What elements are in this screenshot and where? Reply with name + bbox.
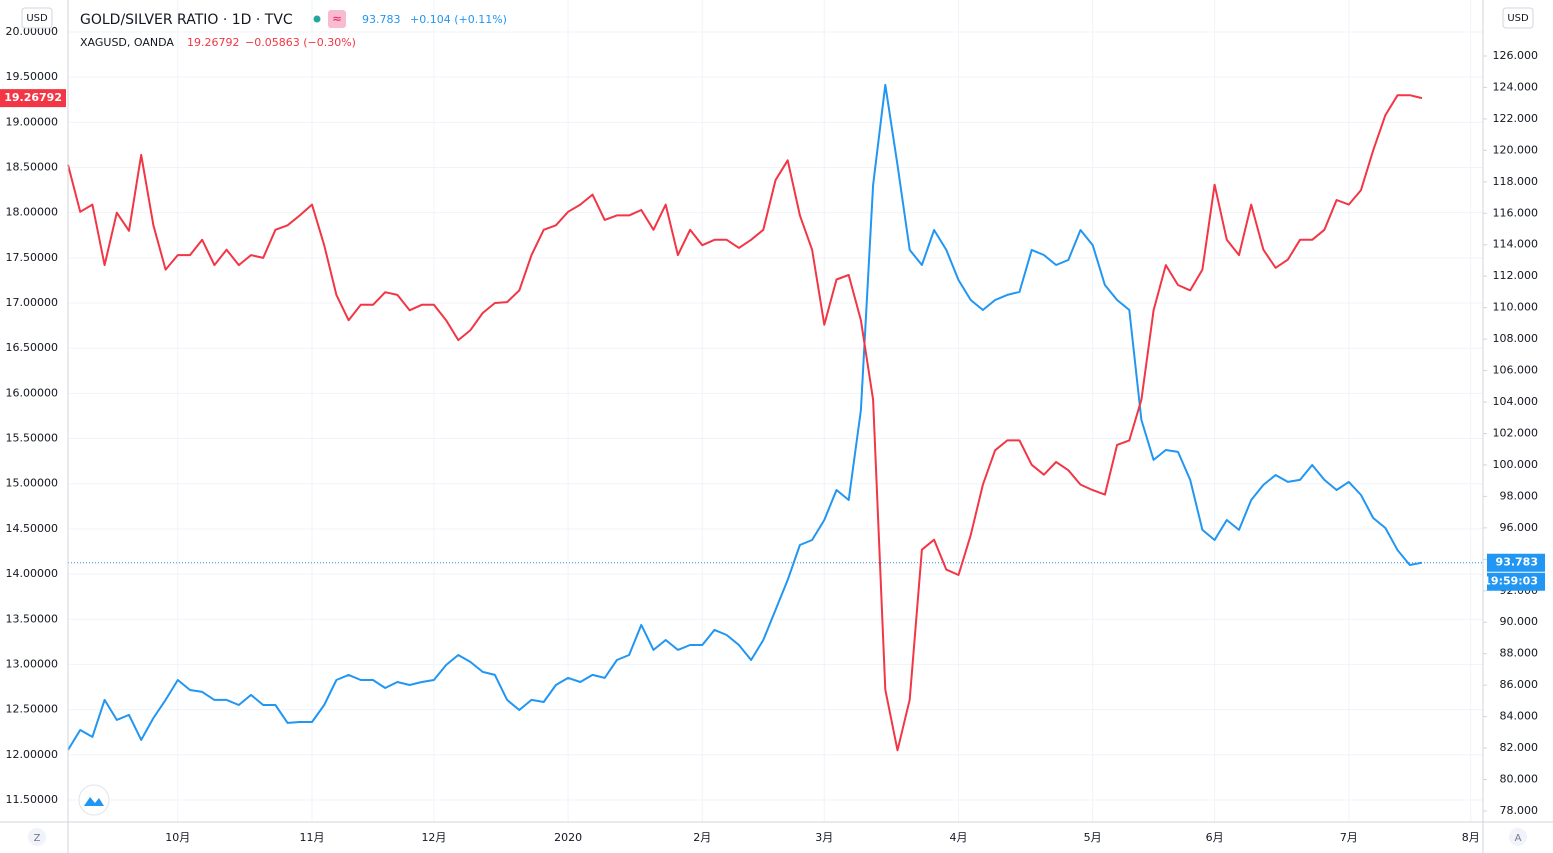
y-tick-label: 18.00000 xyxy=(6,206,59,219)
countdown-box xyxy=(1487,572,1545,591)
logo-icon xyxy=(84,797,104,806)
y2-tick-label: 114.000 xyxy=(1493,238,1539,251)
price-label: 93.783 xyxy=(1496,556,1538,569)
y2-tick-label: 126.000 xyxy=(1493,49,1539,62)
x-tick-label: 11月 xyxy=(299,831,324,844)
y-tick-label: 14.50000 xyxy=(6,522,59,535)
series-line xyxy=(67,94,1423,752)
legend-price: 19.26792 xyxy=(187,36,240,49)
price-label-box xyxy=(1487,553,1545,572)
corner-button-label: Z xyxy=(34,833,41,844)
y2-tick-label: 78.000 xyxy=(1500,804,1539,817)
y2-tick-label: 108.000 xyxy=(1493,332,1539,345)
x-tick-label: 7月 xyxy=(1340,831,1358,844)
unit-button[interactable] xyxy=(21,7,53,29)
y-tick-label: 13.50000 xyxy=(6,612,59,625)
y2-tick-label: 110.000 xyxy=(1493,301,1539,314)
y2-tick-label: 100.000 xyxy=(1493,458,1539,471)
y2-unit: USD xyxy=(1507,13,1529,24)
x-tick-label: 4月 xyxy=(949,831,967,844)
legend-icon[interactable] xyxy=(328,10,346,28)
x-tick-label: 6月 xyxy=(1206,831,1224,844)
legend-icon-text: ≈ xyxy=(332,12,342,26)
y-tick-label: 19.00000 xyxy=(6,115,59,128)
grid xyxy=(68,0,1483,822)
y2-tick-label: 124.000 xyxy=(1493,80,1539,93)
y2-tick-label: 106.000 xyxy=(1493,364,1539,377)
y2-tick-label: 122.000 xyxy=(1493,112,1539,125)
y2-tick-label: 84.000 xyxy=(1500,710,1539,723)
y2-tick-label: 82.000 xyxy=(1500,741,1539,754)
series-lines xyxy=(67,83,1483,752)
x-tick-label: 2020 xyxy=(554,831,582,844)
y-tick-label: 19.50000 xyxy=(6,70,59,83)
y2-tick-label: 96.000 xyxy=(1500,521,1539,534)
price-label-box xyxy=(0,89,66,108)
y2-tick-label: 88.000 xyxy=(1500,647,1539,660)
corner-button[interactable] xyxy=(28,828,46,846)
x-tick-label: 12月 xyxy=(421,831,446,844)
y-tick-label: 16.50000 xyxy=(6,341,59,354)
axes: 11.50000 12.00000 12.50000 13.00000 13.50000… xyxy=(0,25,1545,844)
x-tick-label: 3月 xyxy=(815,831,833,844)
price-label: 19.26792 xyxy=(4,91,62,104)
y2-tick-label: 80.000 xyxy=(1500,773,1539,786)
y2-tick-label: 90.000 xyxy=(1500,615,1539,628)
y2-tick-label: 112.000 xyxy=(1493,269,1539,282)
legend-title[interactable]: XAGUSD, OANDA xyxy=(80,36,174,49)
series-line xyxy=(67,83,1423,751)
x-tick-label: 8月 xyxy=(1462,831,1480,844)
y-tick-label: 15.50000 xyxy=(6,432,59,445)
countdown-label: 19:59:03 xyxy=(1483,575,1538,588)
y-tick-label: 17.50000 xyxy=(6,251,59,264)
legend-change: −0.05863 (−0.30%) xyxy=(245,36,356,49)
x-tick-label: 10月 xyxy=(165,831,190,844)
y-tick-label: 18.50000 xyxy=(6,161,59,174)
x-tick-label: 5月 xyxy=(1084,831,1102,844)
y2-tick-label: 102.000 xyxy=(1493,426,1539,439)
y2-tick-label: 104.000 xyxy=(1493,395,1539,408)
legend-change: +0.104 (+0.11%) xyxy=(410,13,507,26)
x-tick-label: 2月 xyxy=(693,831,711,844)
corner-button-label: A xyxy=(1515,833,1522,844)
y-tick-label: 17.00000 xyxy=(6,296,59,309)
y-tick-label: 11.50000 xyxy=(6,793,59,806)
y-tick-label: 16.00000 xyxy=(6,386,59,399)
y2-tick-label: 86.000 xyxy=(1500,678,1539,691)
y2-tick-label: 120.000 xyxy=(1493,143,1539,156)
y-tick-label: 15.00000 xyxy=(6,477,59,490)
y-tick-label: 13.00000 xyxy=(6,657,59,670)
unit-button[interactable] xyxy=(1502,7,1534,29)
y2-tick-label: 98.000 xyxy=(1500,489,1539,502)
y-tick-label: 12.00000 xyxy=(6,748,59,761)
logo[interactable] xyxy=(78,784,110,816)
y2-tick-label: 118.000 xyxy=(1493,175,1539,188)
y-unit: USD xyxy=(26,13,48,24)
y-tick-label: 14.00000 xyxy=(6,567,59,580)
y2-tick-label: 116.000 xyxy=(1493,206,1539,219)
corner-button[interactable] xyxy=(1509,828,1527,846)
legend-title[interactable]: GOLD/SILVER RATIO · 1D · TVC xyxy=(80,12,293,28)
legend-price: 93.783 xyxy=(362,13,401,26)
y-tick-label: 12.50000 xyxy=(6,703,59,716)
legend-icon[interactable] xyxy=(313,15,321,23)
